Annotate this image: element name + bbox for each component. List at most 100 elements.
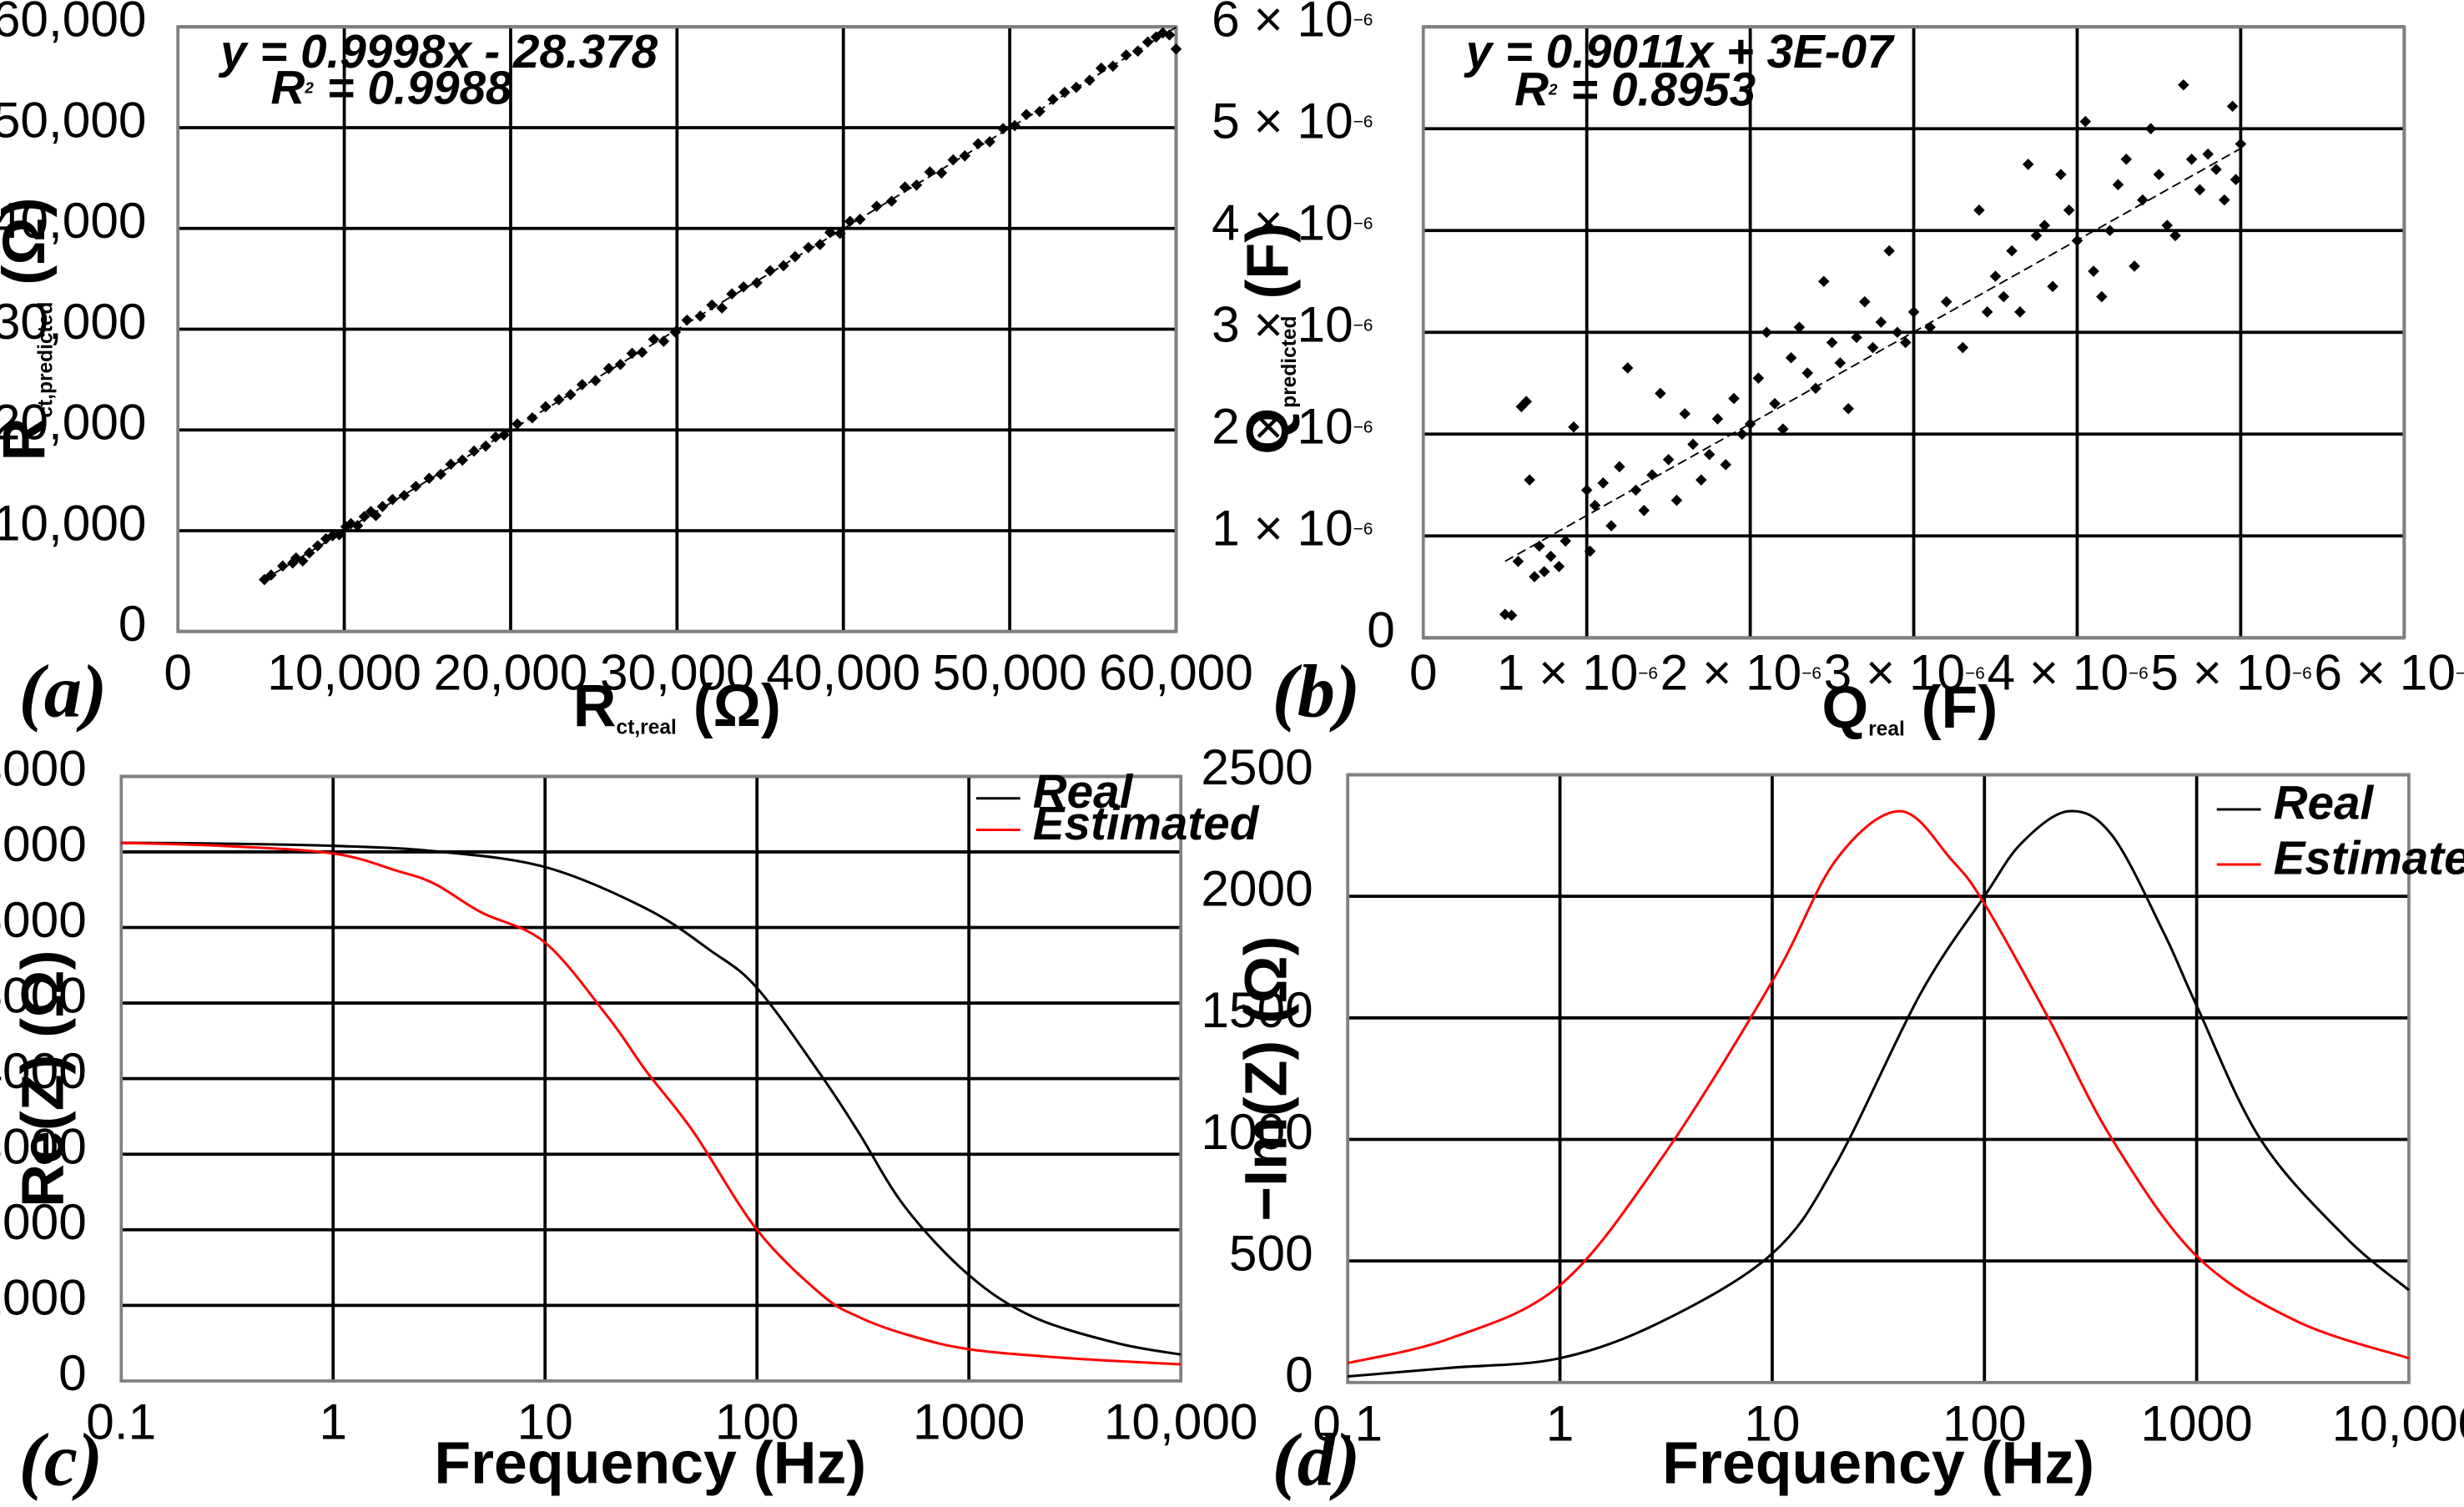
data-point <box>303 547 315 559</box>
x-tick-label: 10 <box>1744 1395 1800 1452</box>
data-point <box>2055 169 2067 180</box>
data-point <box>1084 74 1096 86</box>
data-point <box>553 394 565 406</box>
data-point <box>1687 438 1699 451</box>
legend-label-real: Real <box>1033 765 1134 818</box>
data-point <box>1553 561 1565 572</box>
data-point <box>333 529 345 541</box>
data-point <box>1826 336 1838 349</box>
data-point <box>2088 265 2099 277</box>
data-point <box>1679 408 1691 420</box>
x-tick-label-mantissa: 5 × 10 <box>2150 644 2292 701</box>
y-axis-label-main: Q <box>1234 408 1301 455</box>
panel-label-c: (c) <box>19 1417 103 1501</box>
x-tick-label: 5 × 10−6 <box>2150 644 2311 701</box>
y-tick-label-mantissa: 6 × 10 <box>1212 0 1353 48</box>
series-line-real <box>1348 809 2410 1378</box>
data-point <box>1605 520 1617 532</box>
data-point <box>576 379 588 391</box>
y-tick-label: 4000 <box>0 1042 87 1099</box>
data-point <box>1842 402 1854 415</box>
x-tick-label-exponent: −6 <box>2292 663 2312 683</box>
panel-label-b: (b) <box>1272 649 1361 733</box>
x-tick-label: 1 × 10−6 <box>1497 644 1658 701</box>
data-point <box>1655 387 1666 400</box>
data-point <box>564 389 577 401</box>
data-point <box>658 335 670 347</box>
data-point <box>764 265 776 277</box>
y-tick-label: 2000 <box>1201 859 1313 916</box>
data-point <box>2144 123 2157 135</box>
data-point <box>1071 81 1082 93</box>
data-point <box>778 260 789 272</box>
x-tick-label-mantissa: 4 × 10 <box>1988 644 2129 701</box>
series-line-estimated <box>121 841 1182 1366</box>
r-squared-sup: 2 <box>304 78 314 96</box>
y-tick-label-exponent: −6 <box>1353 417 1373 436</box>
data-point <box>370 510 382 522</box>
x-tick-label-mantissa: 3 × 10 <box>1824 644 1966 701</box>
x-tick-label: 40,000 <box>766 644 920 701</box>
data-point <box>2226 100 2239 113</box>
data-point <box>435 468 447 481</box>
data-point <box>738 280 749 293</box>
data-point <box>1131 45 1144 57</box>
data-point <box>1584 545 1596 557</box>
data-point <box>1907 306 1920 318</box>
data-point <box>498 429 510 441</box>
data-point <box>2129 260 2140 272</box>
data-point <box>1120 49 1132 61</box>
x-tick-label: 10,000 <box>2332 1395 2464 1452</box>
y-tick-label: 40,000 <box>0 192 146 249</box>
data-point <box>1662 453 1675 466</box>
y-tick-label: 60,000 <box>0 0 146 48</box>
x-tick-label-exponent: −6 <box>2456 663 2464 683</box>
y-tick-label: 0 <box>1285 1346 1313 1403</box>
x-tick-label: 0.1 <box>1313 1395 1383 1452</box>
plot-frame <box>1346 773 2411 1384</box>
data-point <box>511 418 523 430</box>
data-point <box>2137 194 2149 206</box>
data-point <box>2030 229 2043 242</box>
data-point <box>2006 244 2018 257</box>
data-point <box>706 299 718 311</box>
data-point <box>1981 306 1993 318</box>
x-tick-label: 10,000 <box>1104 1394 1258 1450</box>
x-axis-label-main: R <box>573 673 617 739</box>
y-tick-label: 2500 <box>1201 738 1313 795</box>
x-tick-label: 50,000 <box>933 644 1087 701</box>
data-point <box>456 454 468 466</box>
data-point <box>972 138 985 150</box>
data-point <box>716 302 728 314</box>
data-point <box>1170 43 1182 55</box>
y-tick-label: 0 <box>58 1344 87 1401</box>
x-tick-label-mantissa: 6 × 10 <box>2314 644 2456 701</box>
trendline-equation: y = 0.9011x + 3E-07 <box>1464 25 1895 78</box>
data-point <box>751 277 763 289</box>
y-tick-label: 30,000 <box>0 293 146 350</box>
x-tick-label-mantissa: 1 × 10 <box>1497 644 1639 701</box>
x-tick-label: 1 <box>319 1394 347 1450</box>
data-point <box>311 540 324 552</box>
data-point <box>1520 396 1532 408</box>
x-tick-label: 100 <box>715 1394 799 1450</box>
x-axis-label: Qreal (F) <box>1822 674 1998 741</box>
data-point <box>669 326 682 338</box>
data-point <box>2022 159 2034 170</box>
data-point <box>398 489 411 501</box>
x-axis-label-sub: real <box>1868 718 1905 740</box>
plot-frame <box>176 25 1178 633</box>
data-point <box>2014 306 2026 318</box>
data-point <box>935 167 948 179</box>
data-point <box>959 149 971 162</box>
data-point <box>947 154 960 166</box>
x-axis-label-sub: ct,real <box>617 716 677 738</box>
data-point <box>726 288 738 300</box>
data-point <box>2235 138 2247 150</box>
data-point <box>287 557 299 569</box>
x-tick-label: 3 × 10−6 <box>1824 644 1985 701</box>
data-point <box>345 517 357 530</box>
data-point <box>803 241 814 254</box>
r-squared-value: = 0.8953 <box>1558 63 1756 116</box>
